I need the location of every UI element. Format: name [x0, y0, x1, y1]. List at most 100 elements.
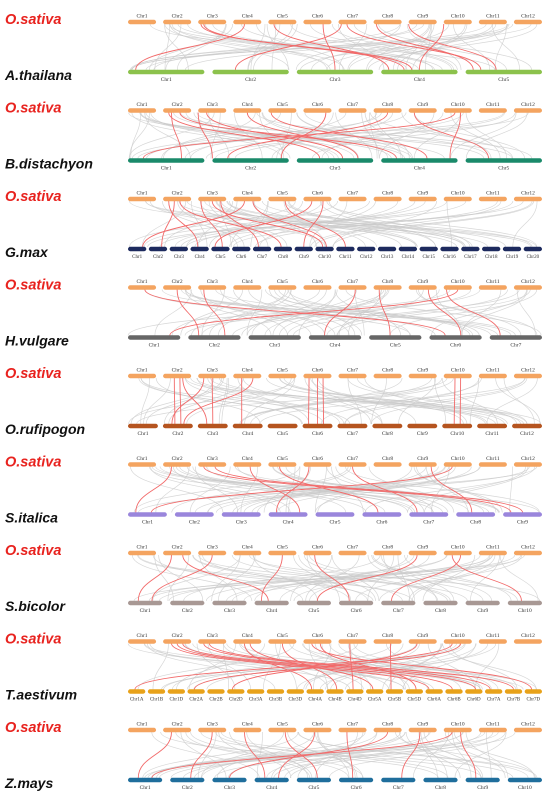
comparison-species-label: H.vulgare: [5, 333, 69, 349]
background-link: [442, 643, 537, 690]
background-link: [186, 200, 537, 248]
background-link: [131, 554, 253, 602]
reference-chromosome-bar: [198, 462, 227, 467]
background-link: [155, 466, 190, 513]
background-link: [184, 289, 499, 336]
background-link: [165, 23, 226, 71]
reference-chromosome-label: Chr3: [207, 279, 218, 285]
species-chromosome-bar: [212, 600, 247, 606]
species-chromosome-bar: [252, 246, 272, 252]
background-link: [441, 377, 498, 425]
highlight-links: [135, 466, 524, 513]
species-chromosome-bar: [187, 689, 205, 694]
background-link: [345, 466, 540, 513]
background-link: [152, 643, 169, 690]
species-chromosome-label: Chr7: [393, 785, 404, 791]
syntenic-gene-link: [252, 200, 327, 248]
species-chromosome-label: Chr1: [140, 785, 151, 791]
species-chromosome-label: Chr2: [153, 255, 164, 260]
background-link: [450, 112, 501, 159]
background-link: [229, 731, 313, 779]
reference-chromosome-bar: [128, 373, 157, 379]
background-link: [188, 643, 237, 690]
reference-chromosome-label: Chr2: [172, 633, 183, 639]
species-chromosome-label: Chr11: [485, 431, 499, 437]
background-link: [176, 643, 266, 690]
species-chromosome-label: Chr5: [498, 166, 509, 172]
syntenic-gene-link: [200, 200, 223, 248]
syntenic-gene-link: [281, 643, 338, 690]
syntenic-gene-link: [150, 466, 453, 513]
reference-chromosome-bar: [163, 727, 192, 733]
species-chromosome-label: Chr4: [266, 785, 277, 791]
reference-chromosome-label: Chr5: [277, 633, 288, 639]
reference-chromosome-bar: [198, 373, 227, 379]
syntenic-gene-link: [211, 377, 214, 425]
species-chromosome-bar: [465, 69, 542, 75]
reference-chromosome-bar: [373, 285, 402, 290]
background-link: [423, 731, 484, 779]
species-chromosome-bar: [423, 777, 458, 783]
species-chromosome-label: Chr12: [520, 431, 534, 437]
background-link: [138, 554, 413, 602]
reference-chromosome-label: Chr11: [486, 279, 500, 285]
reference-chromosome-label: Chr10: [451, 722, 465, 728]
reference-chromosome-bar: [303, 373, 332, 379]
species-chromosome-bar: [336, 246, 355, 252]
background-link: [366, 23, 431, 71]
species-chromosome-label: Chr4A: [308, 698, 322, 703]
background-link: [201, 289, 225, 336]
species-chromosome-label: Chr5: [277, 431, 288, 437]
background-link: [298, 554, 376, 602]
background-link: [186, 200, 323, 248]
syntenic-gene-link: [182, 377, 208, 425]
syntenic-gene-link: [220, 200, 259, 248]
reference-chromosome-bar: [513, 373, 542, 379]
background-link: [240, 377, 443, 425]
syntenic-gene-link: [169, 289, 459, 336]
background-link: [454, 731, 507, 779]
background-link: [142, 731, 299, 779]
species-chromosome-bar: [296, 600, 331, 606]
reference-chromosome-label: Chr8: [382, 633, 393, 639]
background-link: [399, 731, 482, 779]
reference-chromosome-label: Chr5: [277, 279, 288, 285]
species-chromosome-bar: [248, 335, 301, 340]
synteny-panel: Chr1 Chr2 Chr3 Chr4 Chr5 Chr6 Chr7 Chr8 Chr9 Chr1…: [5, 278, 542, 349]
background-link: [151, 731, 260, 779]
background-link: [383, 554, 415, 602]
syntenic-gene-link: [284, 200, 346, 248]
species-chromosome-bar: [482, 246, 501, 252]
background-link: [159, 466, 490, 513]
synteny-panel: Chr1 Chr2 Chr3 Chr4 Chr5 Chr6 Chr7 Chr8 Chr9 Chr1…: [5, 101, 542, 172]
reference-species-label: O.sativa: [5, 101, 61, 117]
reference-chromosome-bar: [163, 550, 192, 556]
syntenic-gene-link: [168, 200, 199, 248]
syntenic-gene-link: [451, 554, 522, 602]
reference-chromosome-bar: [198, 196, 227, 202]
reference-chromosome-label: Chr11: [486, 545, 500, 551]
species-chromosome-label: Chr8: [435, 785, 446, 791]
background-link: [344, 377, 525, 425]
species-chromosome-label: Chr19: [506, 255, 519, 260]
reference-chromosome-label: Chr6: [312, 14, 323, 20]
reference-chromosome-label: Chr7: [347, 102, 358, 108]
reference-chromosome-bar: [478, 550, 507, 556]
background-link: [137, 643, 295, 690]
background-link: [169, 466, 386, 513]
reference-chromosome-label: Chr4: [242, 279, 253, 285]
comparison-species-label: S.bicolor: [5, 598, 66, 614]
species-chromosome-label: Chr7D: [527, 698, 541, 703]
species-chromosome-label: Chr1: [137, 431, 148, 437]
background-link: [237, 377, 310, 425]
background-link: [425, 466, 469, 513]
species-chromosome-label: Chr4B: [328, 698, 342, 703]
background-link: [200, 731, 285, 779]
reference-chromosome-bar: [198, 639, 227, 644]
reference-chromosome-label: Chr10: [451, 14, 465, 20]
syntenic-gene-link: [249, 643, 374, 690]
background-link: [279, 554, 409, 602]
species-chromosome-label: Chr5: [390, 343, 401, 349]
background-link: [405, 731, 461, 779]
reference-chromosome-bar: [373, 196, 402, 202]
